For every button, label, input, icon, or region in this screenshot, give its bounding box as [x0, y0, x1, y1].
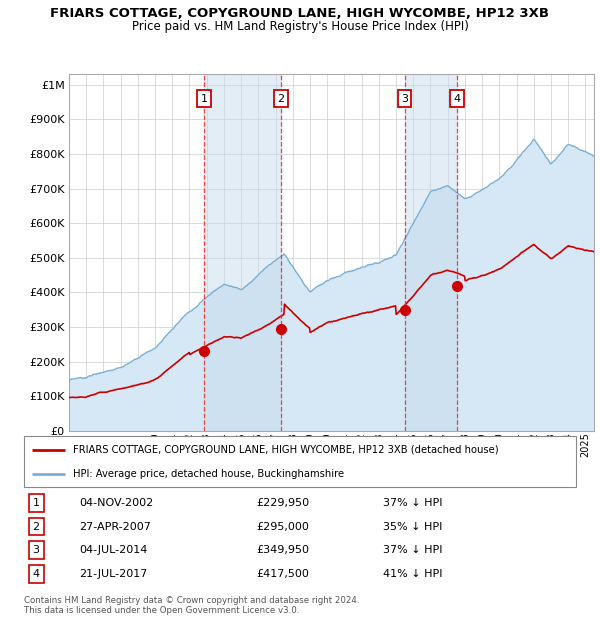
Text: 2: 2 [32, 521, 40, 531]
Bar [204, 74, 281, 431]
Text: £417,500: £417,500 [256, 569, 309, 578]
Text: 04-NOV-2002: 04-NOV-2002 [79, 498, 154, 508]
Text: 37% ↓ HPI: 37% ↓ HPI [383, 545, 442, 555]
Text: 1: 1 [200, 94, 208, 104]
Text: FRIARS COTTAGE, COPYGROUND LANE, HIGH WYCOMBE, HP12 3XB (detached house): FRIARS COTTAGE, COPYGROUND LANE, HIGH WY… [73, 445, 498, 454]
Text: 21-JUL-2017: 21-JUL-2017 [79, 569, 148, 578]
Text: 2: 2 [278, 94, 284, 104]
Text: £349,950: £349,950 [256, 545, 309, 555]
Text: Contains HM Land Registry data © Crown copyright and database right 2024.: Contains HM Land Registry data © Crown c… [24, 596, 359, 606]
Text: FRIARS COTTAGE, COPYGROUND LANE, HIGH WYCOMBE, HP12 3XB: FRIARS COTTAGE, COPYGROUND LANE, HIGH WY… [50, 7, 550, 20]
Text: 4: 4 [32, 569, 40, 578]
Text: £229,950: £229,950 [256, 498, 309, 508]
Text: 37% ↓ HPI: 37% ↓ HPI [383, 498, 442, 508]
Text: 1: 1 [32, 498, 40, 508]
Text: This data is licensed under the Open Government Licence v3.0.: This data is licensed under the Open Gov… [24, 606, 299, 616]
Text: 35% ↓ HPI: 35% ↓ HPI [383, 521, 442, 531]
Text: 41% ↓ HPI: 41% ↓ HPI [383, 569, 442, 578]
Text: 4: 4 [454, 94, 461, 104]
Bar [404, 74, 457, 431]
Text: 27-APR-2007: 27-APR-2007 [79, 521, 151, 531]
FancyBboxPatch shape [24, 436, 576, 487]
Text: HPI: Average price, detached house, Buckinghamshire: HPI: Average price, detached house, Buck… [73, 469, 344, 479]
Text: 04-JUL-2014: 04-JUL-2014 [79, 545, 148, 555]
Text: 3: 3 [32, 545, 40, 555]
Text: £295,000: £295,000 [256, 521, 309, 531]
Text: 3: 3 [401, 94, 408, 104]
Text: Price paid vs. HM Land Registry's House Price Index (HPI): Price paid vs. HM Land Registry's House … [131, 20, 469, 33]
